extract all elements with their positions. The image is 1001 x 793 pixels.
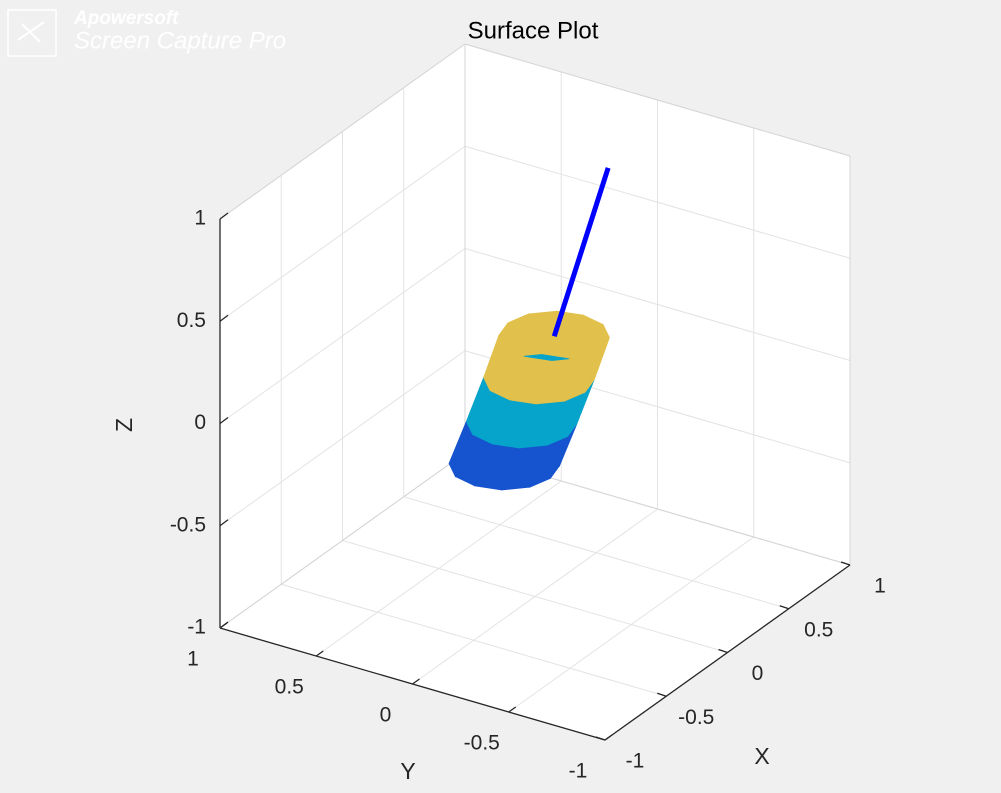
grid-line	[508, 536, 755, 713]
tick-mark	[595, 736, 606, 741]
x-tick-label: -0.5	[678, 706, 714, 729]
z-tick-label: -0.5	[170, 513, 206, 536]
axes-box	[219, 43, 851, 741]
tick-mark	[718, 648, 728, 654]
grid-line	[315, 480, 562, 657]
plot-area	[448, 167, 611, 491]
y-tick-label: 0.5	[275, 676, 304, 699]
tick-mark	[219, 519, 229, 527]
x-tick-label: 0.5	[804, 618, 833, 641]
x-axis-label: X	[754, 743, 769, 769]
y-tick-label: -0.5	[464, 732, 500, 755]
watermark-icon-glyph	[17, 21, 45, 43]
surface-face	[535, 358, 581, 405]
tick-mark	[315, 650, 324, 657]
grid-line	[412, 508, 658, 685]
x-tick-label: 1	[874, 575, 886, 598]
tick-mark	[219, 622, 228, 629]
watermark-product: Screen Capture Pro	[74, 27, 286, 54]
tick-mark	[412, 678, 420, 685]
tick-mark	[779, 605, 789, 610]
z-tick-label: 0	[194, 411, 206, 434]
tick-mark	[657, 692, 667, 697]
box-edge	[219, 43, 466, 220]
z-tick-label: -1	[187, 616, 206, 639]
grid-line	[464, 145, 851, 259]
watermark-icon	[7, 9, 57, 57]
y-tick-label: -1	[569, 760, 588, 783]
tick-mark	[840, 561, 851, 566]
x-tick-label: 0	[752, 662, 764, 685]
grid-line	[219, 145, 466, 322]
grid-line	[219, 350, 466, 527]
y-tick-label: 1	[187, 648, 199, 671]
chart-title: Surface Plot	[468, 17, 599, 44]
tick-mark	[219, 212, 229, 220]
tick-mark	[508, 706, 517, 713]
z-tick-label: 0.5	[177, 309, 206, 332]
watermark: Apowersoft Screen Capture Pro	[7, 8, 286, 57]
box-edge	[464, 43, 851, 157]
grid-line	[464, 248, 851, 361]
y-axis-label: Y	[400, 758, 415, 784]
y-tick-label: 0	[380, 704, 392, 727]
z-axis-label: Z	[111, 418, 137, 432]
tick-mark	[219, 314, 229, 322]
z-tick-label: 1	[194, 207, 206, 230]
grid-line	[219, 248, 466, 424]
tick-mark	[219, 416, 229, 425]
tick-mark	[604, 734, 613, 741]
line-3d	[551, 167, 611, 338]
watermark-brand: Apowersoft	[73, 8, 179, 29]
x-tick-label: -1	[626, 750, 645, 773]
box-edge	[219, 452, 466, 629]
